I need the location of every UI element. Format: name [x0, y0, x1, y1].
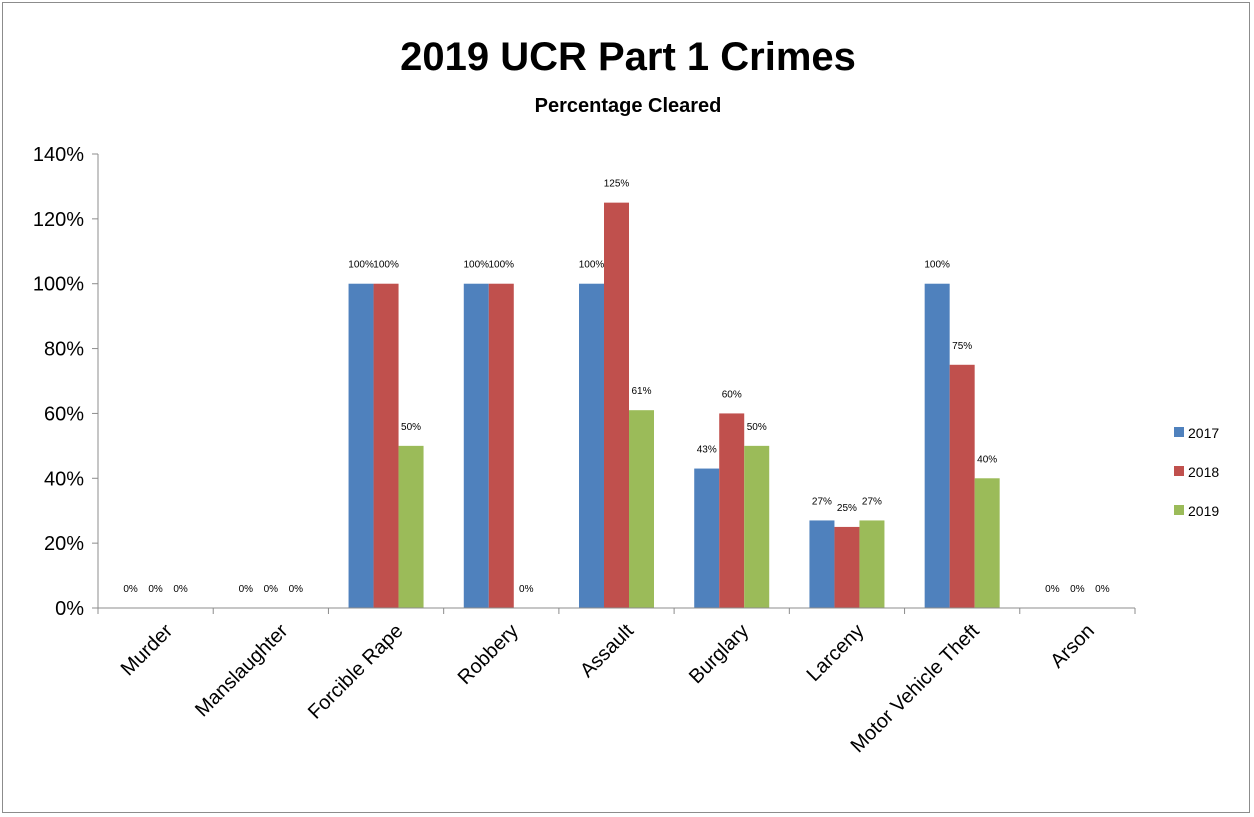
data-label: 100% [348, 260, 374, 271]
data-label: 100% [463, 260, 489, 271]
y-tick-label: 0% [55, 598, 84, 620]
data-label: 0% [289, 584, 304, 595]
data-label: 27% [862, 496, 882, 507]
bar [488, 283, 514, 608]
data-label: 61% [631, 386, 651, 397]
x-tick-label: Motor Vehicle Theft [847, 620, 984, 757]
y-tick-label: 40% [44, 468, 84, 490]
y-tick-label: 140% [33, 144, 84, 166]
data-label: 50% [747, 422, 767, 433]
chart-title: 2019 UCR Part 1 Crimes [400, 35, 856, 79]
x-tick-label: Robbery [454, 620, 523, 689]
data-label: 0% [1070, 584, 1085, 595]
legend-swatch [1174, 466, 1184, 476]
bar [859, 520, 885, 608]
chart-subtitle: Percentage Cleared [535, 95, 722, 117]
bar [463, 283, 489, 608]
bar [949, 364, 975, 608]
data-label: 0% [1095, 584, 1110, 595]
y-tick-label: 80% [44, 339, 84, 361]
bar [834, 526, 860, 608]
bar [924, 283, 950, 608]
x-tick-label: Burglary [685, 620, 753, 688]
data-label: 0% [1045, 584, 1060, 595]
x-tick-label: Manslaughter [191, 620, 292, 721]
data-label: 43% [697, 445, 717, 456]
y-tick-label: 120% [33, 209, 84, 231]
bar [348, 283, 374, 608]
legend-swatch [1174, 427, 1184, 437]
legend: 2017 2018 2019 [1174, 425, 1219, 519]
data-label: 75% [952, 341, 972, 352]
data-label: 100% [579, 260, 605, 271]
data-label: 50% [401, 422, 421, 433]
data-label: 27% [812, 496, 832, 507]
data-label: 100% [924, 260, 950, 271]
data-label: 0% [519, 584, 534, 595]
data-label: 0% [264, 584, 279, 595]
legend-label: 2017 [1188, 425, 1219, 441]
data-label: 25% [837, 503, 857, 514]
y-axis: 0% 20% 40% 60% 80% 100% 120% 140% [33, 144, 99, 620]
bar [604, 202, 629, 608]
bar [694, 468, 720, 608]
bar [809, 520, 835, 608]
bar [373, 283, 399, 608]
y-tick-label: 20% [44, 533, 84, 555]
y-tick-label: 100% [33, 274, 84, 296]
y-tick-label: 60% [44, 403, 84, 425]
x-tick-label: Assault [576, 620, 638, 682]
bar [579, 283, 604, 608]
data-label: 60% [722, 389, 742, 400]
x-tick-label: Larceny [803, 620, 869, 686]
bars: 0% 0% 0% 0% 0% 0%100% 100%50%100% 100%0%100%125… [123, 179, 1110, 608]
bar [974, 478, 1000, 608]
legend-label: 2018 [1188, 464, 1219, 480]
data-label: 0% [173, 584, 188, 595]
data-label: 100% [488, 260, 514, 271]
bar [744, 445, 770, 608]
x-axis: Murder Manslaughter Forcible Rape Robbery As… [97, 607, 1136, 757]
data-label: 0% [123, 584, 138, 595]
legend-label: 2019 [1188, 503, 1219, 519]
data-label: 0% [239, 584, 254, 595]
bar [629, 410, 654, 608]
x-tick-label: Murder [117, 620, 178, 681]
data-label: 125% [604, 179, 630, 190]
x-tick-label: Arson [1046, 620, 1099, 673]
data-label: 40% [977, 454, 997, 465]
bar [398, 445, 424, 608]
data-label: 100% [373, 260, 399, 271]
bar [719, 413, 745, 608]
data-label: 0% [148, 584, 163, 595]
x-tick-label: Forcible Rape [304, 620, 408, 724]
legend-swatch [1174, 505, 1184, 515]
